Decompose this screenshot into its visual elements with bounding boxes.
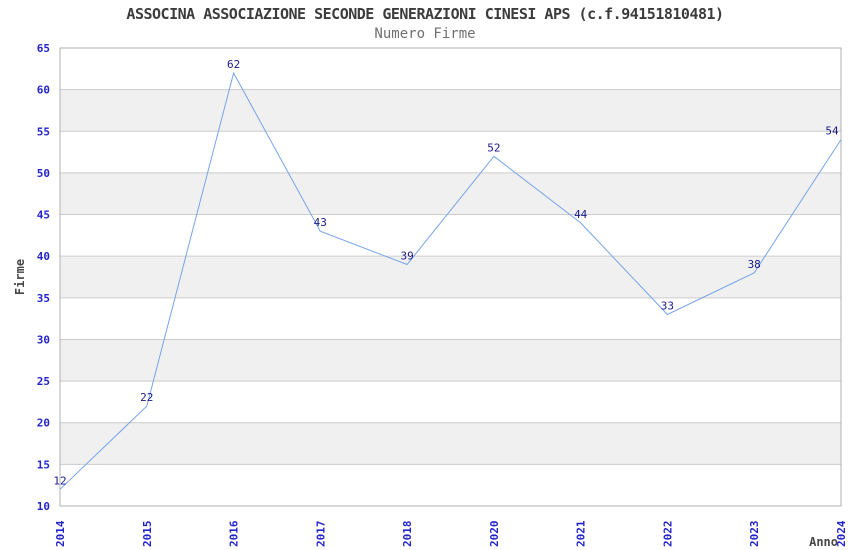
y-tick-label: 20 bbox=[37, 417, 50, 430]
data-point-label: 22 bbox=[140, 391, 153, 404]
y-tick-label: 40 bbox=[37, 250, 50, 263]
y-tick-label: 45 bbox=[37, 209, 50, 222]
plot-bands bbox=[60, 48, 841, 506]
data-point-label: 39 bbox=[400, 250, 413, 263]
y-axis-tick-labels: 10 15 20 25 30 35 40 45 50 55 60 65 bbox=[37, 42, 50, 513]
x-tick-label: 2017 bbox=[314, 521, 327, 548]
y-tick-label: 15 bbox=[37, 458, 50, 471]
data-point-label: 44 bbox=[574, 208, 588, 221]
x-tick-label: 2020 bbox=[488, 521, 501, 548]
data-point-labels: 12 22 62 43 39 52 44 33 38 54 bbox=[53, 58, 839, 487]
plot-band bbox=[60, 256, 841, 298]
plot-band bbox=[60, 89, 841, 132]
data-line bbox=[59, 71, 842, 490]
chart-title: ASSOCINA ASSOCIAZIONE SECONDE GENERAZION… bbox=[126, 5, 724, 23]
x-tick-label: 2023 bbox=[748, 521, 761, 548]
data-point-label: 33 bbox=[661, 300, 674, 313]
x-tick-label: 2022 bbox=[661, 521, 674, 548]
data-point-label: 12 bbox=[53, 474, 66, 487]
plot-band bbox=[60, 131, 841, 173]
y-tick-label: 60 bbox=[37, 84, 50, 97]
data-point-label: 38 bbox=[748, 258, 761, 271]
plot-band bbox=[60, 48, 841, 90]
plot-band bbox=[60, 464, 841, 506]
y-tick-label: 25 bbox=[37, 375, 50, 388]
plot-band bbox=[60, 172, 841, 215]
y-tick-label: 50 bbox=[37, 167, 50, 180]
y-tick-label: 65 bbox=[37, 42, 50, 55]
x-tick-label: 2021 bbox=[575, 520, 588, 547]
y-tick-label: 30 bbox=[37, 334, 50, 347]
x-tick-label: 2014 bbox=[54, 520, 67, 547]
chart-subtitle: Numero Firme bbox=[374, 26, 476, 42]
x-axis-title: Anno bbox=[809, 535, 838, 549]
plot-band bbox=[60, 339, 841, 382]
x-tick-label: 2016 bbox=[228, 520, 241, 547]
x-tick-label: 2018 bbox=[401, 521, 414, 548]
y-tick-label: 10 bbox=[37, 500, 50, 513]
x-tick-label: 2024 bbox=[835, 520, 848, 547]
plot-border bbox=[59, 47, 842, 507]
plot-band bbox=[60, 297, 841, 340]
data-point-label: 43 bbox=[314, 216, 327, 229]
data-point-label: 52 bbox=[487, 141, 500, 154]
x-tick-label: 2015 bbox=[141, 521, 154, 548]
data-point-label: 54 bbox=[825, 125, 839, 138]
plot-band bbox=[60, 381, 841, 423]
y-tick-label: 55 bbox=[37, 125, 50, 138]
data-point-label: 62 bbox=[227, 58, 240, 71]
y-axis-title: Firme bbox=[13, 259, 27, 295]
plot-band bbox=[60, 214, 841, 257]
plot-band bbox=[60, 422, 841, 465]
x-axis-tick-labels: 2014 2015 2016 2017 2018 2020 2021 2022 2023 2024 bbox=[54, 520, 848, 547]
y-tick-label: 35 bbox=[37, 292, 50, 305]
